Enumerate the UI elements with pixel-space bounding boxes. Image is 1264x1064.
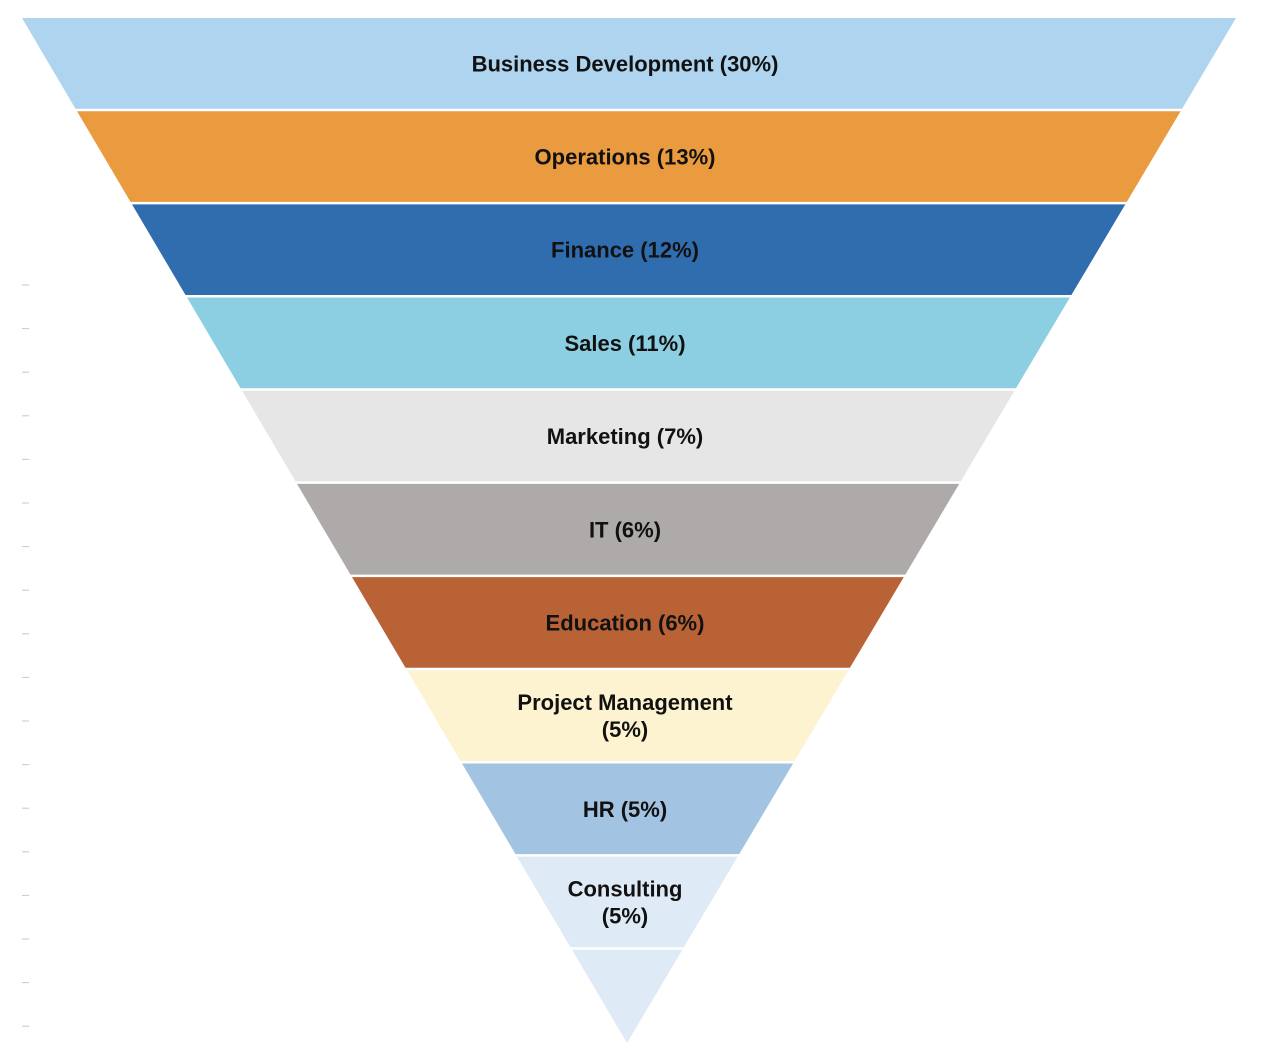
funnel-segment-label: Finance (12%) (551, 238, 699, 263)
funnel-labels: Business Development (30%) Operations (13… (472, 51, 779, 928)
funnel-segment (297, 483, 960, 575)
funnel-segment-label: HR (5%) (583, 797, 667, 822)
funnel-segment (187, 297, 1070, 389)
funnel-segment-label: Project Management (517, 690, 733, 715)
funnel-segment (132, 204, 1126, 295)
funnel-segment (77, 111, 1181, 202)
funnel-segment (572, 949, 683, 1043)
funnel-segment (352, 577, 904, 668)
funnel-segment (242, 390, 1015, 482)
funnel-segment-label: Sales (11%) (564, 331, 685, 356)
funnel-segment (462, 763, 794, 855)
funnel-segment (517, 856, 738, 948)
funnel-segment-label: (5%) (602, 904, 648, 929)
funnel-segment-label: Marketing (7%) (547, 424, 703, 449)
funnel-segment-label: Operations (13%) (535, 145, 716, 170)
funnel-segment-label: Consulting (568, 877, 683, 902)
funnel-segment (22, 18, 1236, 109)
funnel-segment (407, 670, 849, 761)
funnel-segment-label: IT (6%) (589, 517, 661, 542)
funnel-segment-label: Education (6%) (546, 610, 705, 635)
funnel-segment-label: (5%) (602, 717, 648, 742)
left-tick-marks (22, 284, 29, 1027)
funnel-segment-label: Business Development (30%) (472, 51, 779, 76)
funnel-segments (22, 18, 1236, 1043)
